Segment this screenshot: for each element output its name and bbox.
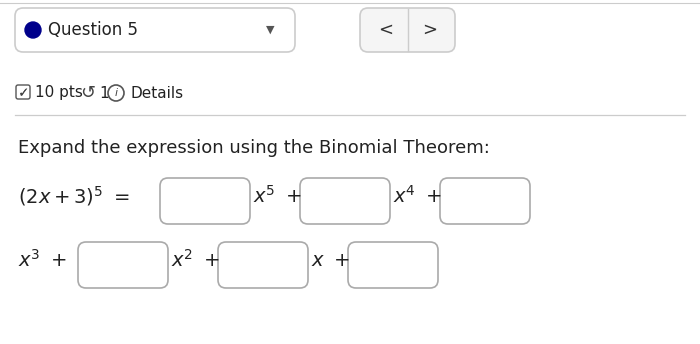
- Text: $x\ +$: $x\ +$: [311, 250, 349, 269]
- Text: >: >: [422, 21, 437, 39]
- Text: i: i: [114, 88, 118, 98]
- FancyBboxPatch shape: [218, 242, 308, 288]
- Text: ✓: ✓: [18, 86, 29, 100]
- Text: <: <: [378, 21, 393, 39]
- Text: $x^3\ +$: $x^3\ +$: [18, 249, 66, 271]
- FancyBboxPatch shape: [300, 178, 390, 224]
- Text: $x^4\ +$: $x^4\ +$: [393, 185, 442, 207]
- Circle shape: [108, 85, 124, 101]
- FancyBboxPatch shape: [78, 242, 168, 288]
- Text: $(2x + 3)^5\ =$: $(2x + 3)^5\ =$: [18, 184, 130, 208]
- FancyBboxPatch shape: [16, 85, 30, 99]
- FancyBboxPatch shape: [440, 178, 530, 224]
- Text: $x^2\ +$: $x^2\ +$: [171, 249, 220, 271]
- Circle shape: [25, 22, 41, 38]
- Text: Details: Details: [130, 86, 183, 100]
- Text: $x^5\ +$: $x^5\ +$: [253, 185, 302, 207]
- Text: Question 5: Question 5: [48, 21, 138, 39]
- FancyBboxPatch shape: [348, 242, 438, 288]
- FancyBboxPatch shape: [160, 178, 250, 224]
- FancyBboxPatch shape: [360, 8, 455, 52]
- Text: 10 pts: 10 pts: [35, 86, 83, 100]
- Text: ✓: ✓: [18, 88, 28, 98]
- FancyBboxPatch shape: [15, 8, 295, 52]
- Text: ↺: ↺: [80, 84, 96, 102]
- Text: 1: 1: [99, 86, 108, 100]
- Text: Expand the expression using the Binomial Theorem:: Expand the expression using the Binomial…: [18, 139, 490, 157]
- Text: ▼: ▼: [266, 25, 274, 35]
